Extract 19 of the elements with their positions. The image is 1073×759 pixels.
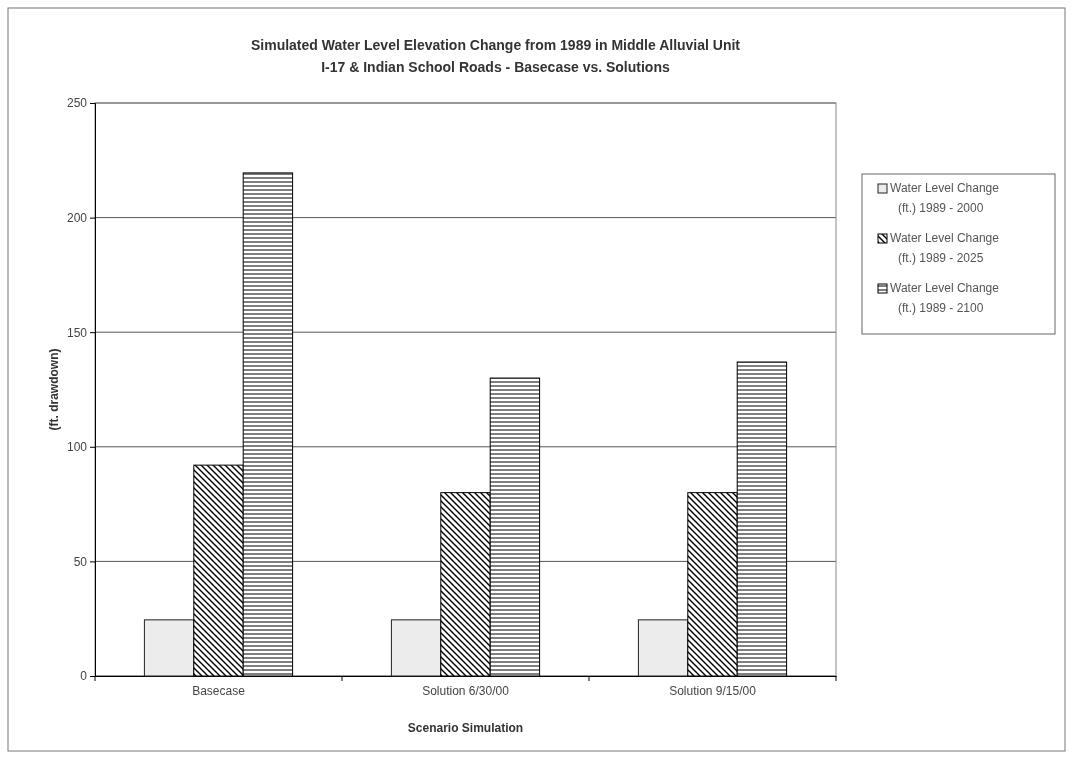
legend-label: Water Level Change (ft.) 1989 - 2025 [890,231,1000,265]
x-axis-title: Scenario Simulation [407,721,524,735]
legend-label: Water Level Change (ft.) 1989 - 2100 [890,281,1000,315]
bar [637,619,689,677]
x-tick-label: Solution 9/15/00 [669,683,757,698]
y-tick-label: 150 [66,325,88,340]
y-tick-label: 50 [73,554,88,569]
chart-title: Simulated Water Level Elevation Change from 1989 in Middle Alluvial Unit [250,37,741,53]
x-tick-label: Solution 6/30/00 [422,683,510,698]
chart-subtitle: I-17 & Indian School Roads - Basecase vs. Solutions [321,59,670,75]
y-tick-label: 100 [66,440,88,455]
y-tick-label: 250 [66,96,88,111]
y-tick-label: 200 [66,210,88,225]
x-tick-label: Basecase [192,683,246,698]
bar [143,619,195,677]
bar [390,619,442,677]
y-tick-label: 0 [80,669,88,684]
y-axis-title: (ft. drawdown) [47,348,61,431]
legend-label: Water Level Change (ft.) 1989 - 2000 [890,181,1000,215]
